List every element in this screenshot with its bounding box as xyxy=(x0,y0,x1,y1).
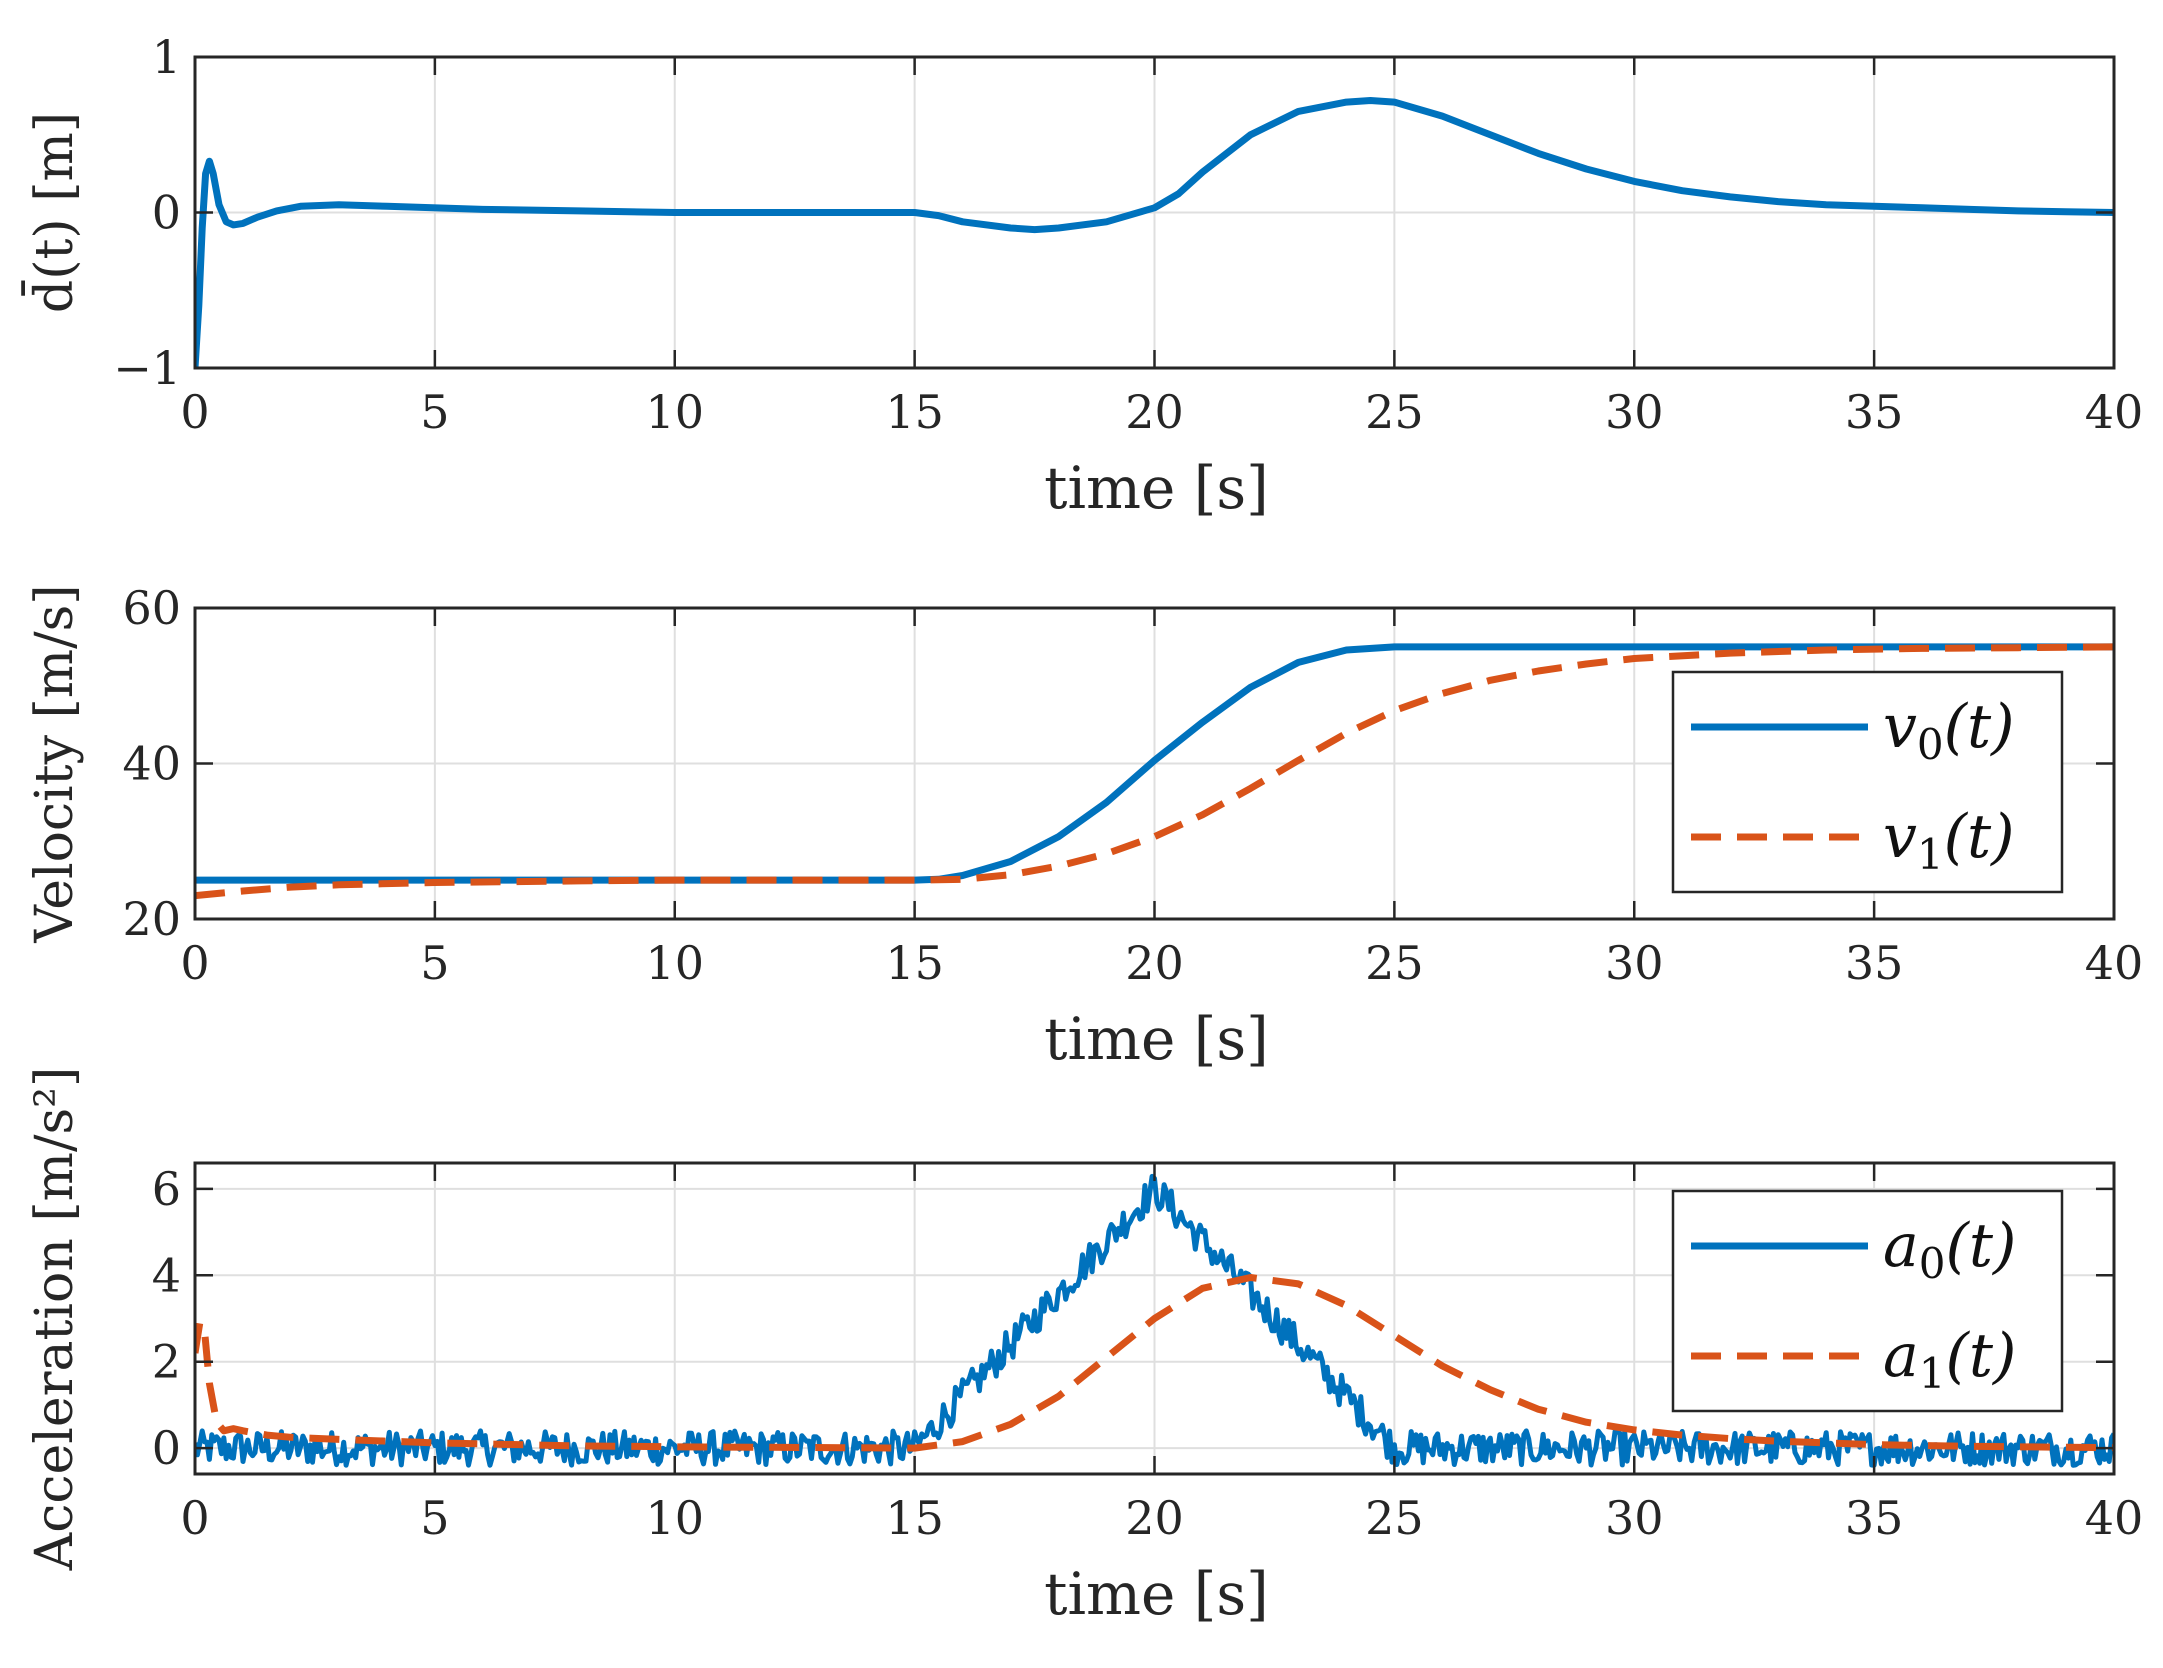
velocity-series-1-line xyxy=(195,643,2114,900)
x-tick-label: 40 xyxy=(2085,936,2144,990)
velocity-y-axis-label: Velocity [m/s] xyxy=(25,584,85,943)
velocity-panel: 0 5 10 15 20 25 30 35 40 20 40 60 time [s] Velocity [… xyxy=(25,581,2143,1073)
x-tick-label: 5 xyxy=(420,936,449,990)
y-tick-label: 2 xyxy=(152,1335,181,1389)
x-tick-label: 20 xyxy=(1125,1491,1184,1545)
y-tick-label: −1 xyxy=(113,341,181,395)
legend-label-1: v1(t) xyxy=(1883,802,2015,879)
x-tick-label: 15 xyxy=(885,385,944,439)
x-tick-label: 35 xyxy=(1845,1491,1904,1545)
distance-x-axis-label: time [s] xyxy=(1044,454,1269,522)
x-tick-label: 25 xyxy=(1365,385,1424,439)
x-tick-label: 5 xyxy=(420,385,449,439)
y-tick-label: 40 xyxy=(122,737,181,791)
y-tick-label: 20 xyxy=(122,892,181,946)
acceleration-panel: 0 5 10 15 20 25 30 35 40 0 2 4 6 time [s] Acceleration… xyxy=(25,1067,2143,1628)
y-tick-label: 60 xyxy=(122,581,181,635)
x-tick-label: 20 xyxy=(1125,385,1184,439)
legend-label-0: v0(t) xyxy=(1883,692,2015,769)
x-tick-label: 10 xyxy=(645,1491,704,1545)
x-tick-label: 10 xyxy=(645,385,704,439)
x-tick-label: 0 xyxy=(180,936,209,990)
x-tick-label: 30 xyxy=(1605,1491,1664,1545)
velocity-plot-area xyxy=(195,643,2114,900)
x-tick-label: 0 xyxy=(180,385,209,439)
y-tick-label: 0 xyxy=(152,186,181,240)
x-tick-label: 5 xyxy=(420,1491,449,1545)
distance-plot-area xyxy=(195,97,2114,368)
y-tick-label: 0 xyxy=(152,1421,181,1475)
legend-box xyxy=(1671,670,2064,894)
acceleration-series-1-line xyxy=(195,1274,2114,1452)
x-tick-label: 30 xyxy=(1605,936,1664,990)
velocity-legend: v0(t) v1(t) xyxy=(1671,670,2064,894)
x-tick-label: 40 xyxy=(2085,385,2144,439)
x-tick-label: 0 xyxy=(180,1491,209,1545)
x-tick-label: 15 xyxy=(885,1491,944,1545)
x-tick-label: 30 xyxy=(1605,385,1664,439)
distance-y-axis-label: d̄(t) [m] xyxy=(22,112,85,313)
legend-box xyxy=(1671,1189,2064,1413)
acceleration-x-axis-label: time [s] xyxy=(1044,1560,1269,1628)
x-tick-label: 40 xyxy=(2085,1491,2144,1545)
distance-series-0-line xyxy=(195,97,2114,368)
velocity-x-axis-label: time [s] xyxy=(1044,1005,1269,1073)
x-tick-label: 15 xyxy=(885,936,944,990)
x-tick-label: 10 xyxy=(645,936,704,990)
x-tick-label: 35 xyxy=(1845,936,1904,990)
x-tick-label: 25 xyxy=(1365,1491,1424,1545)
x-tick-label: 20 xyxy=(1125,936,1184,990)
legend-label-1: a1(t) xyxy=(1883,1321,2016,1398)
x-tick-label: 35 xyxy=(1845,385,1904,439)
legend-label-0: a0(t) xyxy=(1883,1211,2016,1288)
acceleration-y-axis-label: Acceleration [m/s²] xyxy=(25,1067,85,1572)
y-tick-label: 4 xyxy=(152,1248,181,1302)
x-tick-label: 25 xyxy=(1365,936,1424,990)
y-tick-label: 6 xyxy=(152,1162,181,1216)
y-tick-label: 1 xyxy=(152,30,181,84)
acceleration-legend: a0(t) a1(t) xyxy=(1671,1189,2064,1413)
